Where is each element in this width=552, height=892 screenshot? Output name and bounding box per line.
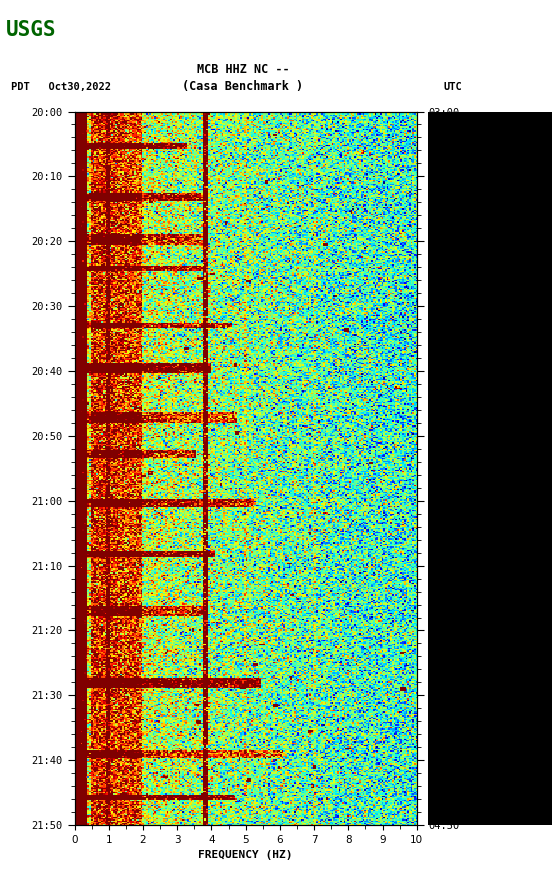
Text: MCB HHZ NC --: MCB HHZ NC -- [197, 63, 289, 76]
Text: (Casa Benchmark ): (Casa Benchmark ) [182, 80, 304, 93]
X-axis label: FREQUENCY (HZ): FREQUENCY (HZ) [198, 850, 293, 861]
Text: UTC: UTC [443, 81, 462, 92]
Text: PDT   Oct30,2022: PDT Oct30,2022 [11, 81, 111, 92]
Text: USGS: USGS [6, 20, 56, 39]
